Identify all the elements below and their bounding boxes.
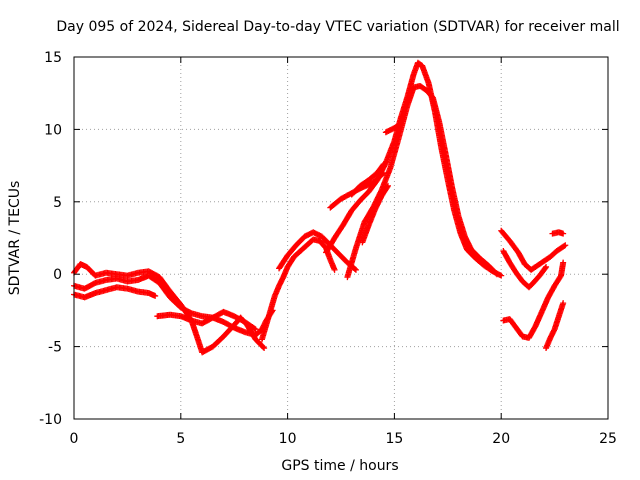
data-point	[560, 300, 567, 307]
series-track-16	[543, 300, 567, 352]
series-track-1	[71, 272, 276, 339]
y-axis-label: SDTVAR / TECUs	[7, 181, 23, 296]
data-point	[379, 162, 386, 169]
series-track-2	[71, 284, 159, 301]
data-point	[493, 271, 500, 278]
data-point	[352, 266, 359, 273]
data-point	[260, 344, 267, 351]
data-point	[384, 182, 391, 189]
data-point	[542, 265, 549, 272]
data-point	[261, 345, 268, 352]
data-point	[396, 121, 403, 128]
series-track-17	[549, 229, 567, 237]
y-tick-label: 0	[53, 267, 62, 283]
data-point	[251, 325, 258, 332]
data-point	[560, 259, 567, 266]
data-point	[384, 183, 391, 190]
x-tick-label: 20	[492, 431, 510, 447]
plot-frame	[73, 56, 609, 420]
axis-ticks: 0 5 10 15 20 25 -10 -5 0 5 10 15	[39, 50, 617, 447]
series-track-10	[327, 169, 387, 211]
x-tick-label: 10	[279, 431, 297, 447]
data-point	[560, 230, 567, 237]
series-track-12	[382, 120, 404, 136]
series-track-5	[258, 236, 338, 343]
y-tick-label: 10	[44, 122, 62, 138]
series-track-11	[359, 182, 391, 246]
x-tick-label: 5	[176, 431, 185, 447]
x-axis-label: GPS time / hours	[281, 458, 398, 474]
y-tick-label: -5	[48, 340, 62, 356]
chart-title: Day 095 of 2024, Sidereal Day-to-day VTE…	[56, 19, 619, 35]
data-point	[252, 326, 259, 333]
series-track-14	[500, 248, 550, 291]
series-track-13	[498, 227, 569, 273]
data-point	[152, 292, 159, 299]
data-point	[331, 266, 338, 273]
x-tick-label: 25	[599, 431, 617, 447]
data-point	[380, 169, 387, 176]
data-point	[351, 265, 358, 272]
x-tick-label: 0	[70, 431, 79, 447]
y-tick-label: 15	[44, 50, 62, 66]
data-point	[380, 161, 387, 168]
data-points	[71, 59, 569, 356]
y-tick-label: 5	[53, 195, 62, 211]
series-track-15	[500, 259, 567, 341]
data-point	[543, 263, 550, 270]
data-point	[397, 120, 404, 127]
data-point	[498, 272, 505, 279]
x-tick-label: 15	[385, 431, 403, 447]
data-point	[492, 270, 499, 277]
grid-lines	[74, 57, 608, 419]
series-track-3	[71, 261, 268, 356]
series-track-4	[154, 308, 259, 333]
data-point	[561, 242, 568, 249]
y-tick-label: -10	[39, 412, 62, 428]
data-point	[379, 170, 386, 177]
data-point	[562, 242, 569, 249]
